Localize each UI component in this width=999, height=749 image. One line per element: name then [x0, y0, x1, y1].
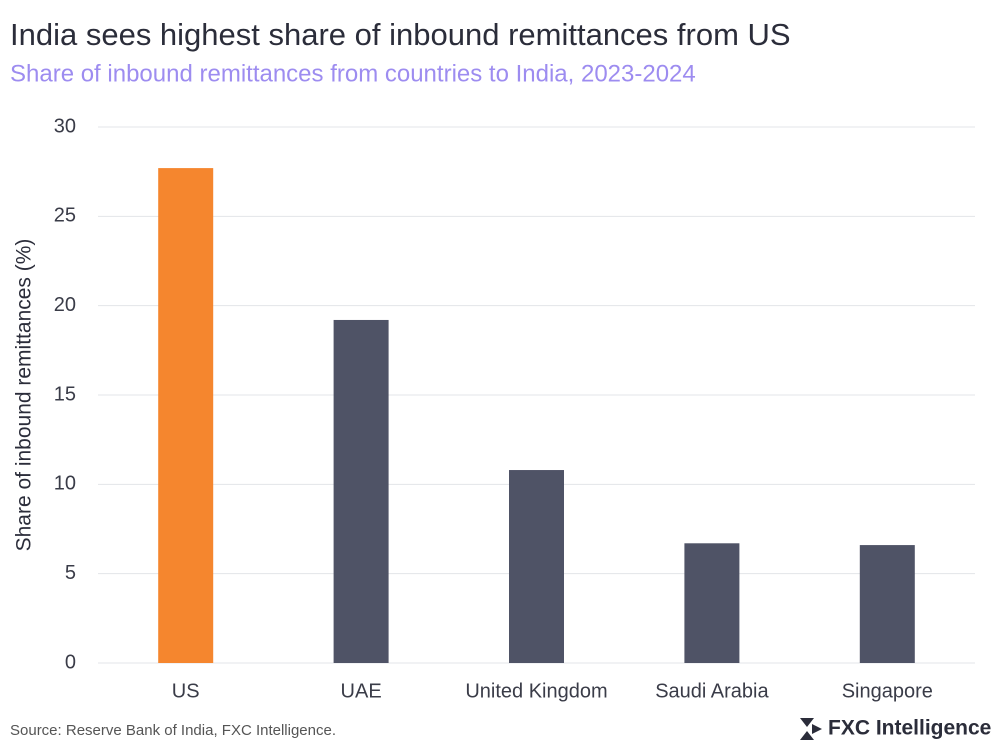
y-tick-label: 0: [65, 651, 76, 673]
y-tick-label: 25: [54, 205, 76, 227]
bar: [859, 545, 915, 663]
x-tick-label: United Kingdom: [465, 680, 607, 702]
bar: [684, 543, 740, 663]
y-tick-label: 10: [54, 473, 76, 495]
bar: [333, 319, 389, 663]
y-tick-label: 5: [65, 562, 76, 584]
y-tick-label: 15: [54, 383, 76, 405]
x-tick-label: US: [172, 680, 200, 702]
x-tick-label: Singapore: [842, 680, 933, 702]
brand: FXC Intelligence: [828, 717, 991, 740]
y-tick-label: 30: [54, 115, 76, 137]
bar: [158, 168, 214, 664]
chart-subtitle: Share of inbound remittances from countr…: [10, 60, 696, 87]
bar: [509, 470, 564, 663]
source: Source: Reserve Bank of India, FXC Intel…: [10, 722, 336, 739]
x-tick-label: Saudi Arabia: [655, 680, 769, 702]
logo-icon: [800, 718, 822, 740]
x-tick-label: UAE: [341, 680, 382, 702]
y-tick-label: 20: [54, 294, 76, 316]
chart-title: India sees highest share of inbound remi…: [10, 17, 791, 52]
brand-logo: [800, 718, 822, 740]
y-axis-label: Share of inbound remittances (%): [13, 239, 36, 552]
